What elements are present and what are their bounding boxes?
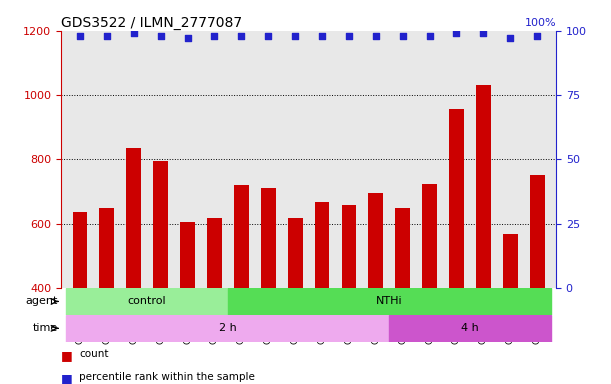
Bar — [368, 193, 383, 288]
Point — [75, 33, 85, 39]
Text: 2 h: 2 h — [219, 323, 236, 333]
Point — [156, 33, 166, 39]
Text: NTHi: NTHi — [376, 296, 403, 306]
Text: time: time — [33, 323, 58, 333]
Bar — [67, 288, 228, 315]
Text: 4 h: 4 h — [461, 323, 479, 333]
Bar — [100, 208, 114, 288]
Point — [505, 35, 515, 41]
Point — [102, 33, 112, 39]
Text: ■: ■ — [61, 372, 73, 384]
Bar — [228, 288, 551, 315]
Point — [236, 33, 246, 39]
Text: 100%: 100% — [524, 18, 556, 28]
Bar — [261, 188, 276, 288]
Point — [183, 35, 192, 41]
Bar — [449, 109, 464, 288]
Bar — [389, 315, 551, 342]
Text: ■: ■ — [61, 349, 73, 362]
Bar — [315, 202, 329, 288]
Text: GDS3522 / ILMN_2777087: GDS3522 / ILMN_2777087 — [61, 16, 242, 30]
Bar — [395, 208, 410, 288]
Point — [210, 33, 219, 39]
Bar — [422, 184, 437, 288]
Text: agent: agent — [26, 296, 58, 306]
Bar — [153, 161, 168, 288]
Text: control: control — [128, 296, 166, 306]
Bar — [288, 218, 302, 288]
Bar — [207, 218, 222, 288]
Bar — [342, 205, 356, 288]
Text: count: count — [79, 349, 109, 359]
Bar — [73, 212, 87, 288]
Point — [129, 30, 139, 36]
Text: percentile rank within the sample: percentile rank within the sample — [79, 372, 255, 382]
Bar — [530, 175, 544, 288]
Bar — [476, 85, 491, 288]
Bar — [234, 185, 249, 288]
Point — [478, 30, 488, 36]
Point — [452, 30, 461, 36]
Point — [344, 33, 354, 39]
Point — [371, 33, 381, 39]
Point — [317, 33, 327, 39]
Point — [532, 33, 542, 39]
Point — [425, 33, 434, 39]
Bar — [67, 315, 389, 342]
Point — [263, 33, 273, 39]
Bar — [503, 234, 518, 288]
Bar — [126, 148, 141, 288]
Point — [398, 33, 408, 39]
Bar — [180, 222, 195, 288]
Point — [290, 33, 300, 39]
